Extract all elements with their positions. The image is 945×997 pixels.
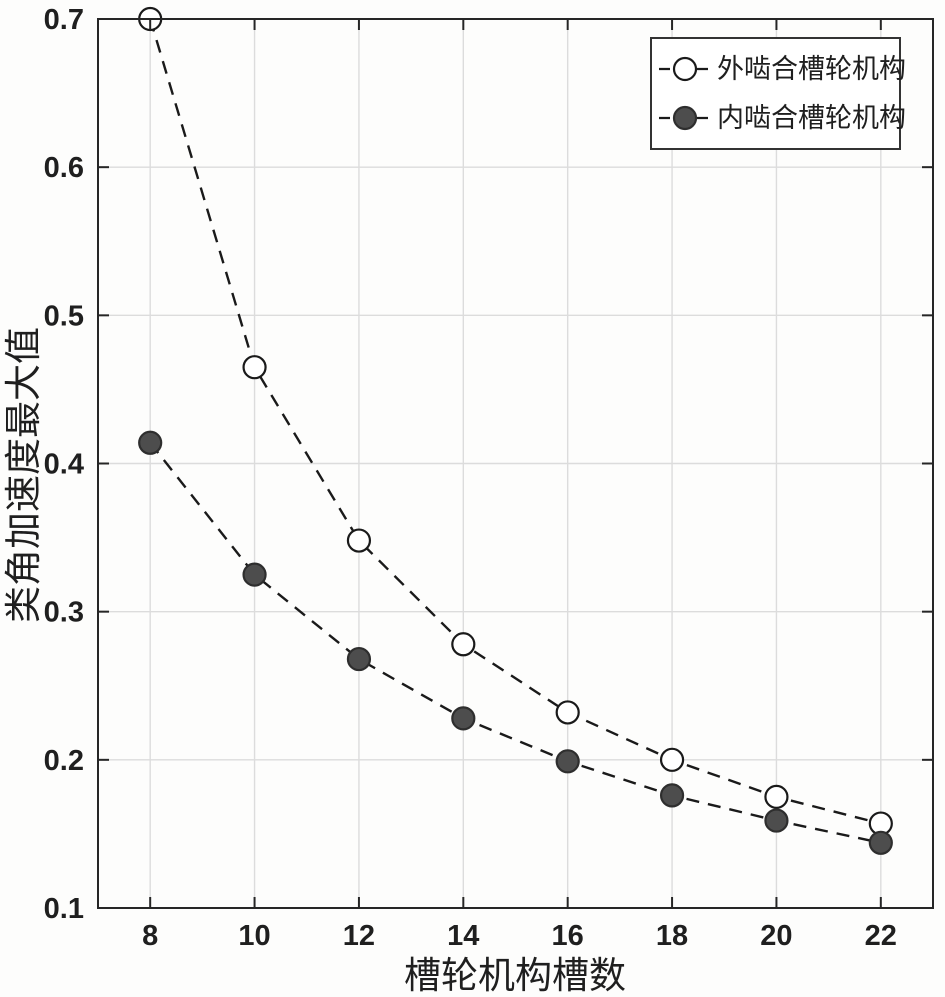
y-tick-label: 0.2 — [44, 745, 84, 777]
y-tick-label: 0.5 — [44, 300, 84, 332]
axis-layer — [97, 18, 934, 909]
data-point-internal — [138, 430, 163, 455]
data-point-internal — [659, 783, 685, 808]
legend-filled-circle-marker — [672, 105, 698, 131]
series-line-internal — [149, 442, 882, 844]
legend-entry: 外啮合槽轮机构 — [659, 54, 906, 84]
x-tick-label: 22 — [865, 920, 897, 952]
legend-open-circle-marker — [672, 56, 698, 82]
data-point-internal — [555, 749, 580, 774]
y-tick-label: 0.7 — [44, 4, 84, 36]
data-point-external — [346, 528, 372, 553]
y-tick-label: 0.6 — [44, 152, 84, 184]
legend-label: 外啮合槽轮机构 — [717, 54, 906, 84]
y-tick-label: 0.1 — [44, 893, 84, 925]
legend-box — [650, 37, 901, 150]
y-tick-label: 0.4 — [44, 449, 84, 481]
data-point-internal — [451, 706, 476, 731]
x-tick-label: 12 — [343, 920, 375, 952]
tick-label-layer: 8 10 12 14 16 18 20 22 0.1 0.2 0.3 0.4 0.5 0.6 0.7 — [44, 4, 897, 952]
x-tick-label: 18 — [656, 920, 688, 952]
grid-layer — [98, 18, 933, 909]
data-point-external — [242, 355, 267, 380]
x-tick-label: 16 — [552, 920, 584, 952]
data-point-external — [451, 632, 476, 657]
data-point-external — [555, 700, 580, 725]
x-tick-label: 20 — [760, 920, 792, 952]
x-tick-label: 14 — [447, 920, 479, 952]
data-point-internal — [764, 808, 789, 833]
legend-label: 内啮合槽轮机构 — [717, 103, 906, 133]
y-tick-label: 0.3 — [44, 597, 84, 629]
x-tick-label: 8 — [142, 920, 158, 952]
x-tick-label: 10 — [238, 920, 270, 952]
y-axis-label: 类角加速度最大值 — [3, 327, 45, 623]
data-point-internal — [346, 646, 372, 672]
series-line-external — [149, 18, 882, 825]
data-point-internal — [242, 562, 267, 587]
x-axis-label: 槽轮机构槽数 — [404, 955, 626, 997]
data-point-external — [659, 747, 685, 772]
legend-entry: 内啮合槽轮机构 — [659, 103, 906, 133]
series-layer — [138, 6, 893, 855]
data-point-external — [764, 784, 789, 809]
data-point-internal — [868, 830, 893, 855]
